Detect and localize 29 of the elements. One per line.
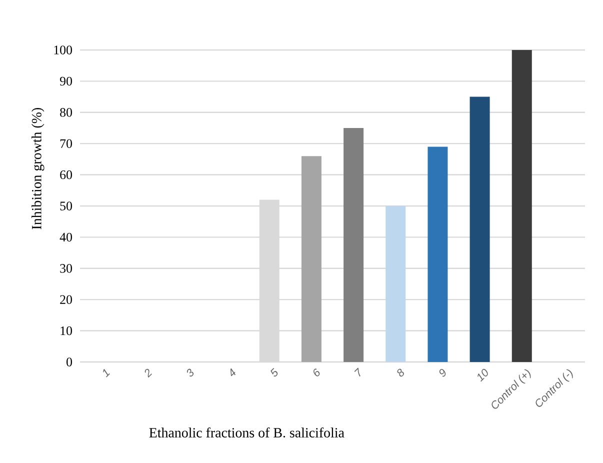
y-tick-label: 90	[60, 76, 72, 86]
x-tick-label: 1	[103, 368, 110, 378]
y-tick-label: 80	[60, 108, 72, 117]
y-tick-label: 0	[66, 358, 72, 366]
x-tick-label: 7	[354, 368, 360, 377]
y-tick-label: 40	[60, 232, 72, 242]
y-tick-label: 50	[60, 202, 72, 210]
bar	[428, 146, 448, 362]
x-tick-label: 10	[478, 368, 488, 382]
y-tick-label: 100	[54, 46, 72, 54]
x-tick-label: 5	[270, 368, 278, 377]
x-tick-label: 8	[397, 368, 404, 377]
x-tick-label: 2	[144, 368, 152, 378]
bar	[386, 206, 406, 362]
y-axis-title: Inhibition growth (%)	[32, 108, 44, 230]
y-tick-label: 10	[60, 326, 72, 336]
x-tick-label: 9	[439, 368, 446, 377]
x-tick-label: 4	[230, 368, 236, 376]
y-tick-label: 70	[60, 139, 72, 148]
bar	[470, 96, 490, 362]
y-tick-label: 60	[60, 170, 72, 180]
x-axis-title: Ethanolic fractions of B. salicifolia	[149, 427, 344, 438]
y-tick-label: 20	[60, 295, 72, 304]
bar	[344, 128, 364, 362]
bar	[301, 156, 322, 362]
x-tick-label: 6	[313, 368, 320, 376]
bar	[512, 50, 532, 362]
y-tick-label: 30	[60, 264, 72, 273]
x-tick-label: 3	[186, 368, 194, 377]
